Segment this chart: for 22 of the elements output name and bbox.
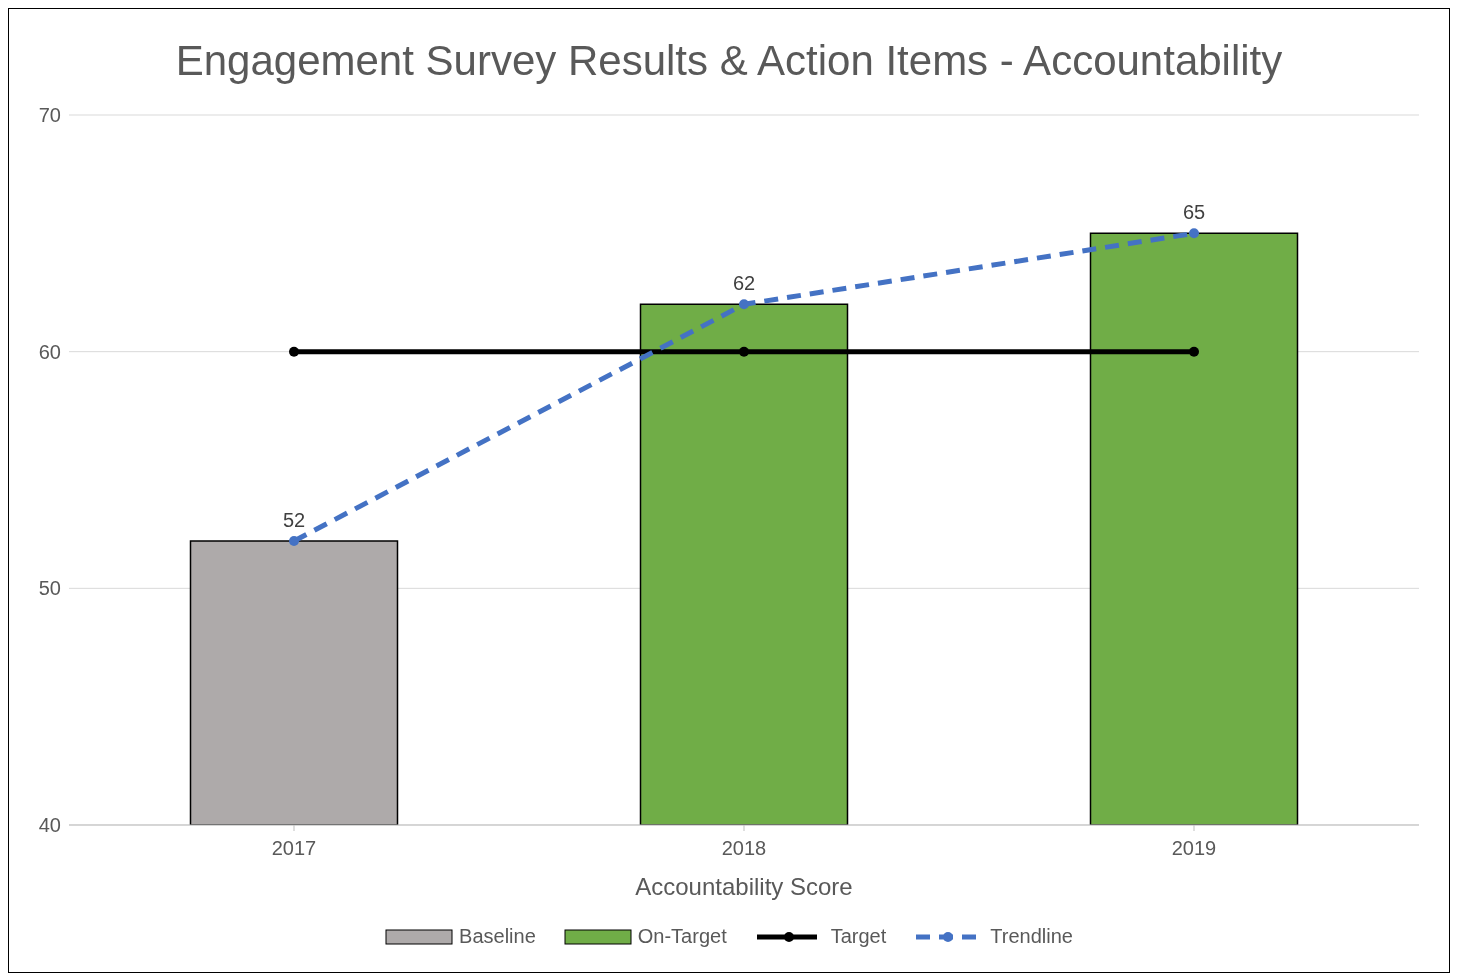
legend-label: Trendline [990,925,1073,948]
data-label: 62 [732,272,756,295]
legend-label: Target [830,925,887,948]
chart-title: Engagement Survey Results & Action Items - Accountability [174,36,1284,85]
y-tick-label: 70 [38,104,61,127]
y-tick-label: 50 [38,577,61,600]
point [289,536,299,546]
point [1189,228,1199,239]
point [289,346,299,357]
point [739,299,749,310]
point [1189,346,1199,357]
y-tick-label: 40 [38,814,61,837]
y-tick-label: 60 [38,340,61,363]
x-tick-label: 2019 [1171,837,1217,860]
x-tick-label: 2018 [721,837,767,860]
legend-label: On-Target [637,925,727,948]
data-label: 52 [282,509,306,531]
x-tick-label: 2017 [271,837,317,860]
legend-label: Baseline [459,925,536,948]
point [739,346,749,357]
data-label: 65 [1182,201,1206,224]
x-axis-title: Accountability Score [635,873,853,900]
